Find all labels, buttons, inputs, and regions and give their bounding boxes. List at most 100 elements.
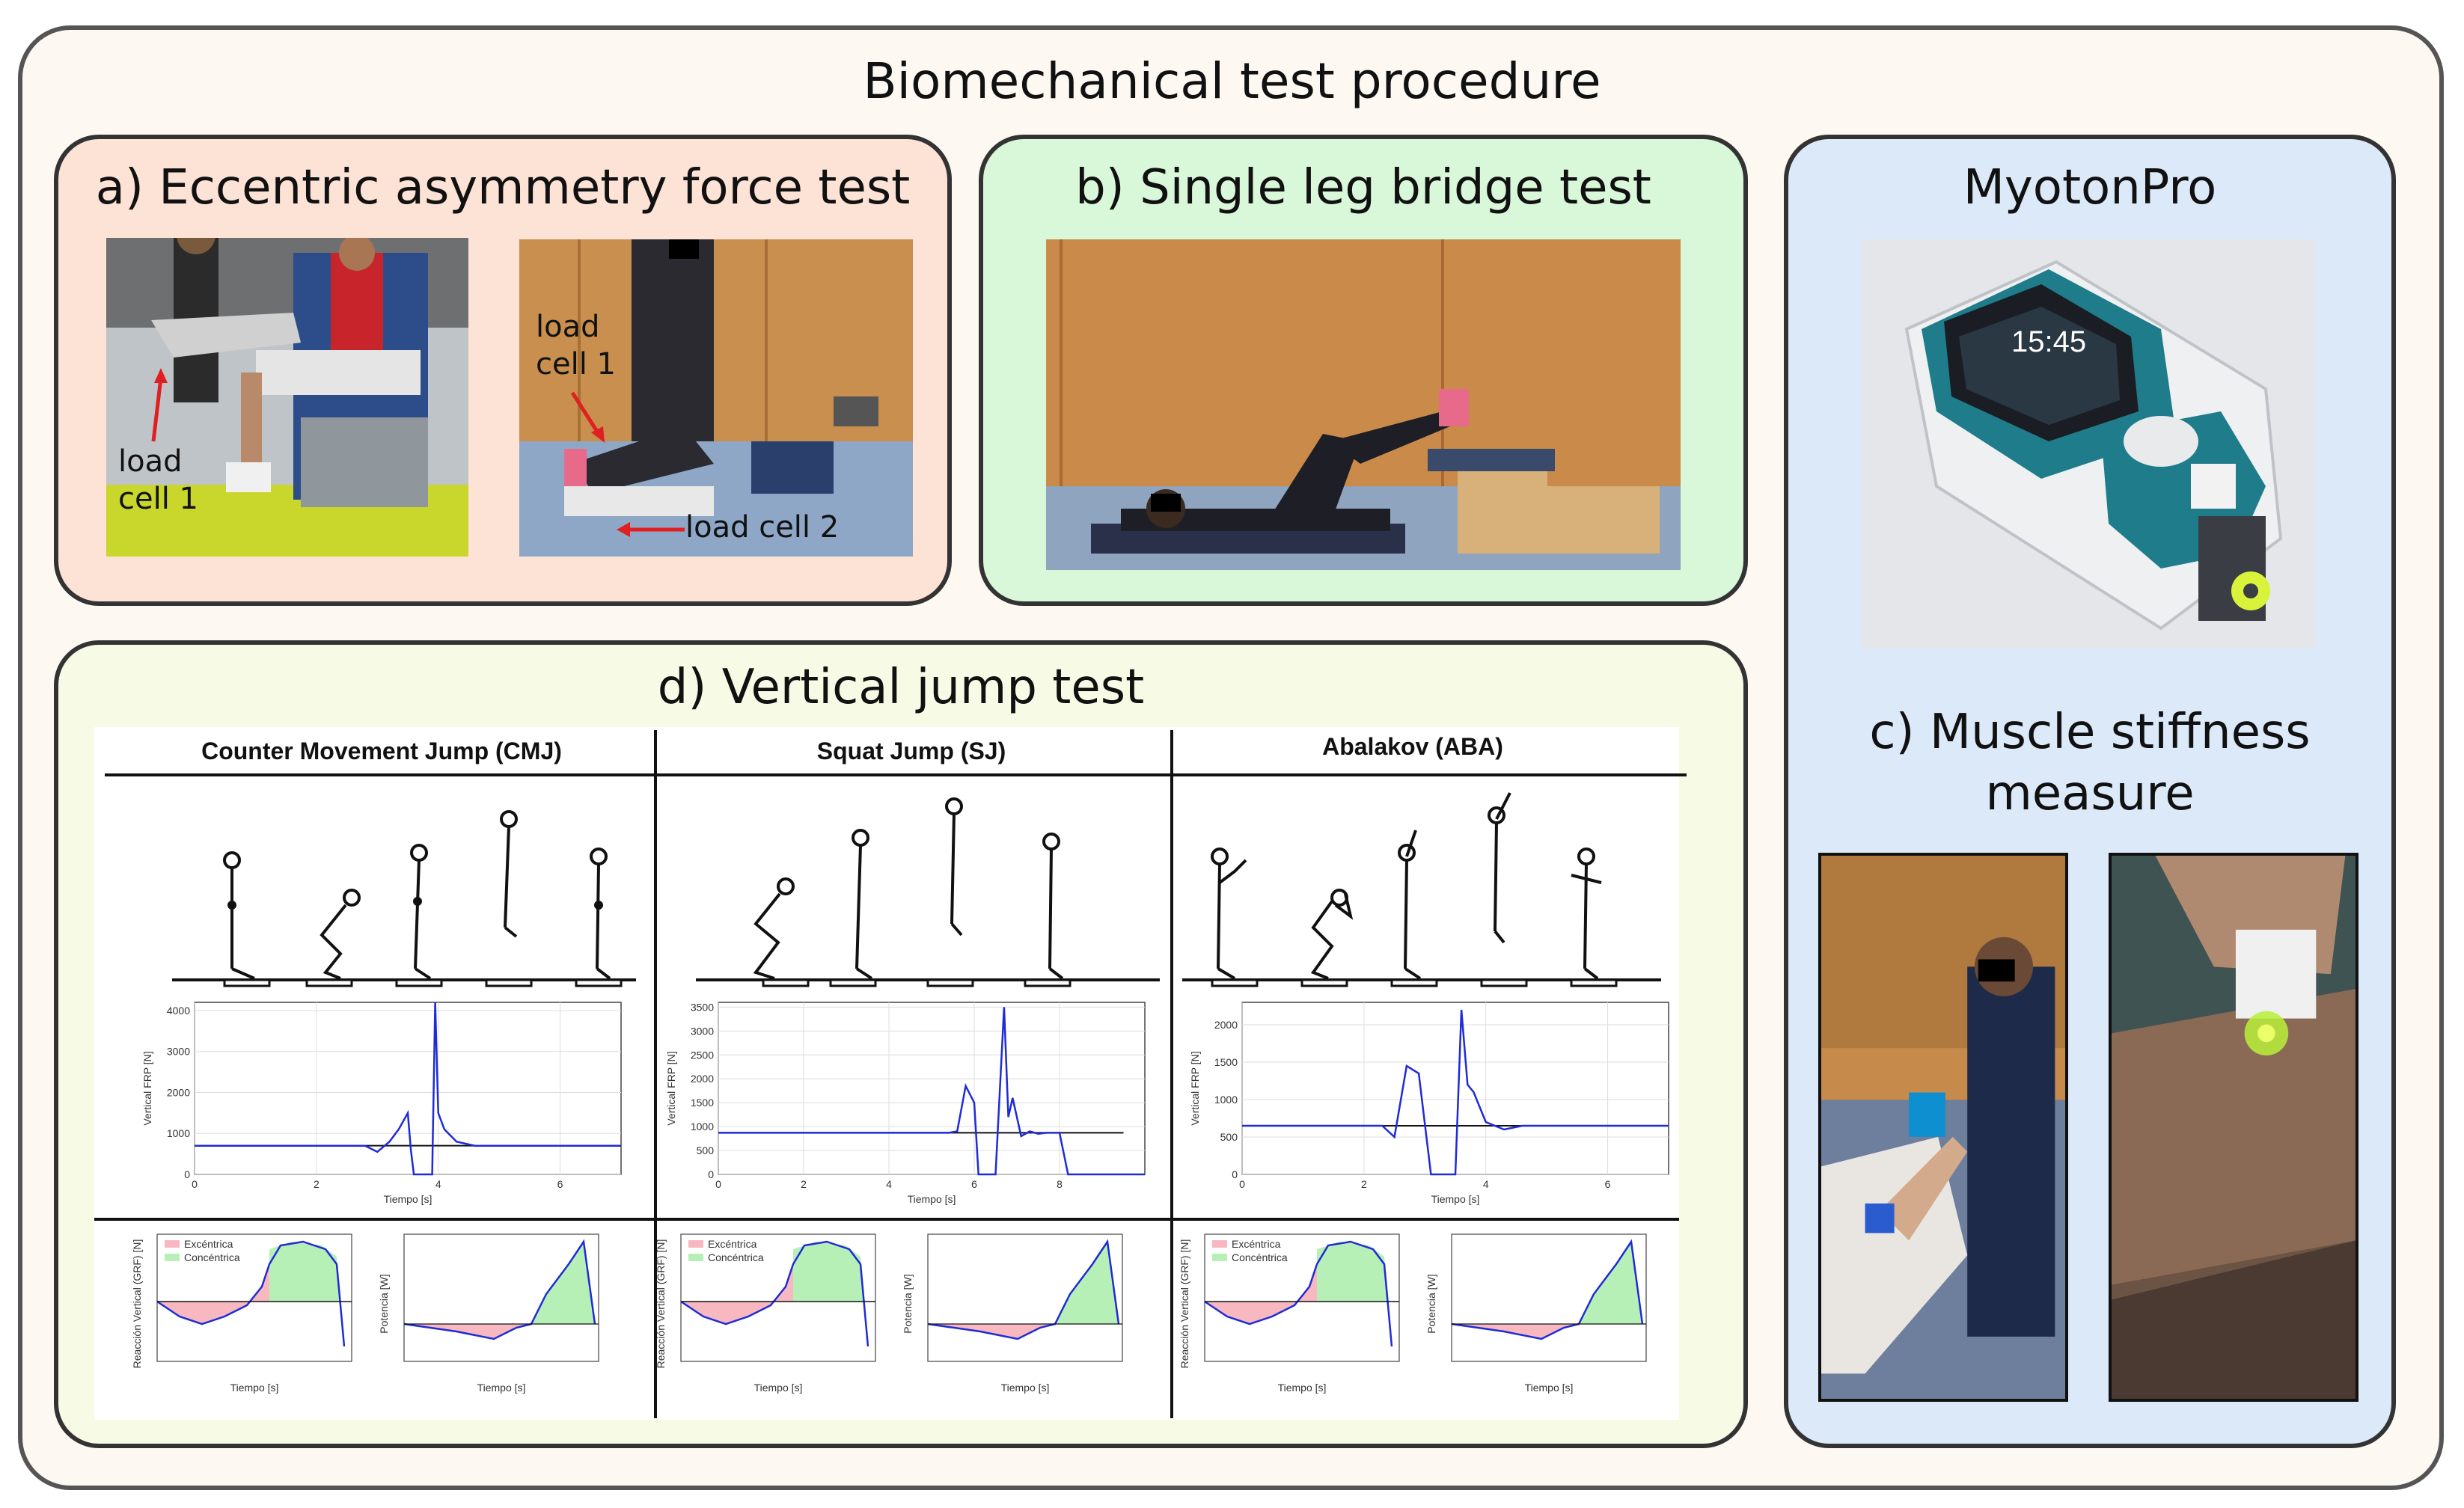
photo-myotonpro-device: 15:45 — [1862, 239, 2315, 648]
photo-muscle-measure-closeup — [2109, 853, 2358, 1402]
legend-ecc-swatch — [165, 1240, 180, 1248]
y-tick-label: 2500 — [691, 1049, 714, 1061]
y-tick-label: 4000 — [167, 1005, 190, 1017]
concentric-area — [269, 1242, 340, 1302]
col-title-cmj: Counter Movement Jump (CMJ) — [201, 738, 562, 764]
y-tick-label: 500 — [697, 1144, 715, 1156]
grf-line — [1204, 1240, 1393, 1347]
power-x-label: Tiempo [s] — [1525, 1382, 1574, 1394]
photo-muscle-measure-person — [1818, 853, 2068, 1402]
legend-con-label: Concéntrica — [1232, 1251, 1288, 1263]
y-tick-label: 1000 — [691, 1121, 714, 1132]
legend-ecc-swatch — [688, 1240, 703, 1248]
arrow-load-cell-2 — [617, 522, 685, 537]
y-tick-label: 2000 — [167, 1086, 190, 1098]
force-series-line — [195, 1002, 621, 1176]
main-title: Biomechanical test procedure — [863, 52, 1601, 110]
legend-ecc-label: Excéntrica — [708, 1238, 757, 1250]
y-axis-label: Vertical FRP [N] — [665, 1051, 677, 1125]
positive-power-area — [1579, 1242, 1642, 1324]
col-title-sj: Squat Jump (SJ) — [816, 738, 1006, 764]
power-y-label: Potencia [W] — [378, 1274, 390, 1333]
divider-col1 — [654, 730, 657, 1418]
x-axis-label: Tiempo [s] — [1431, 1193, 1480, 1205]
force-series-line — [718, 1007, 1145, 1176]
y-tick-label: 3000 — [691, 1025, 714, 1037]
force-chart-aba: 0 500 1000 1500 2000 0 2 4 6 Tiempo [s] Vertical F… — [1189, 1002, 1669, 1205]
y-tick-label: 1000 — [1214, 1094, 1238, 1106]
device-screen-time: 15:45 — [2011, 325, 2086, 358]
x-tick-label: 2 — [801, 1178, 807, 1190]
x-tick-label: 0 — [1239, 1178, 1245, 1190]
panel-c-title-line1: c) Muscle stiffness — [1869, 705, 2311, 760]
x-tick-label: 0 — [192, 1178, 198, 1190]
x-tick-label: 4 — [886, 1178, 892, 1190]
x-tick-label: 6 — [557, 1178, 563, 1190]
x-axis-label: Tiempo [s] — [384, 1193, 432, 1205]
label-load-cell-1-a: load cell 1 — [118, 444, 198, 516]
eccentric-area — [1205, 1264, 1317, 1324]
legend-con-swatch — [165, 1254, 180, 1261]
y-tick-label: 0 — [1232, 1168, 1238, 1180]
plot-frame — [1241, 1002, 1669, 1175]
panel-b-title: b) Single leg bridge test — [1075, 160, 1651, 215]
y-tick-label: 1500 — [1214, 1056, 1238, 1068]
legend-con-swatch — [1212, 1254, 1227, 1261]
x-tick-label: 6 — [1605, 1178, 1611, 1190]
x-axis-label: Tiempo [s] — [908, 1193, 956, 1205]
y-tick-label: 2000 — [691, 1073, 714, 1085]
power-phase-chart: Potencia [W] Tiempo [s] — [378, 1233, 599, 1394]
y-axis-label: Vertical FRP [N] — [141, 1051, 153, 1125]
y-tick-label: 3000 — [167, 1046, 190, 1058]
plot-frame — [718, 1002, 1146, 1175]
x-tick-label: 4 — [1483, 1178, 1489, 1190]
stick-figures-cmj — [172, 810, 636, 987]
eccentric-area — [157, 1264, 269, 1324]
concentric-area — [1317, 1242, 1388, 1302]
grf-y-label: Reacción Vertical (GRF) [N] — [131, 1239, 143, 1369]
y-tick-label: 0 — [708, 1168, 714, 1180]
arrow-load-cell-1-b — [570, 391, 605, 443]
y-tick-label: 1000 — [167, 1127, 190, 1139]
grf-line — [156, 1240, 346, 1347]
positive-power-area — [1055, 1242, 1119, 1324]
photo-kneeling-test — [519, 239, 913, 557]
legend-con-label: Concéntrica — [184, 1251, 240, 1263]
grf-x-label: Tiempo [s] — [230, 1382, 279, 1394]
legend-ecc-label: Excéntrica — [184, 1238, 233, 1250]
x-tick-label: 6 — [971, 1178, 977, 1190]
grf-y-label: Reacción Vertical (GRF) [N] — [655, 1239, 667, 1369]
x-tick-label: 8 — [1057, 1178, 1063, 1190]
legend-ecc-swatch — [1212, 1240, 1227, 1248]
x-tick-label: 0 — [715, 1178, 721, 1190]
y-tick-label: 500 — [1220, 1131, 1238, 1143]
y-tick-label: 1500 — [691, 1097, 714, 1109]
x-tick-label: 2 — [1361, 1178, 1367, 1190]
force-chart-cmj: 0 1000 2000 3000 4000 0 2 4 6 Tiempo [s] Vertical … — [141, 1002, 622, 1205]
eccentric-area — [681, 1264, 793, 1324]
concentric-area — [793, 1242, 864, 1302]
stick-figures-sj — [696, 797, 1160, 987]
divider-top — [105, 773, 1687, 776]
photo-single-leg-bridge — [1046, 239, 1681, 570]
arrow-load-cell-1-a — [151, 368, 168, 442]
legend-con-swatch — [688, 1254, 703, 1261]
power-y-label: Potencia [W] — [902, 1274, 914, 1333]
x-tick-label: 2 — [314, 1178, 320, 1190]
power-phase-chart: Potencia [W] Tiempo [s] — [1425, 1233, 1647, 1394]
stick-figures-aba — [1182, 792, 1661, 987]
y-tick-label: 0 — [184, 1168, 190, 1180]
legend-con-label: Concéntrica — [708, 1251, 764, 1263]
panel-d-title: d) Vertical jump test — [657, 660, 1145, 715]
power-x-label: Tiempo [s] — [1001, 1382, 1050, 1394]
y-axis-label: Vertical FRP [N] — [1189, 1051, 1201, 1125]
label-load-cell-2: load cell 2 — [685, 510, 840, 545]
panel-a-title: a) Eccentric asymmetry force test — [95, 160, 911, 215]
grf-line — [680, 1240, 869, 1347]
col-title-aba: Abalakov (ABA) — [1322, 733, 1503, 760]
power-x-label: Tiempo [s] — [477, 1382, 526, 1394]
y-tick-label: 2000 — [1214, 1019, 1238, 1031]
